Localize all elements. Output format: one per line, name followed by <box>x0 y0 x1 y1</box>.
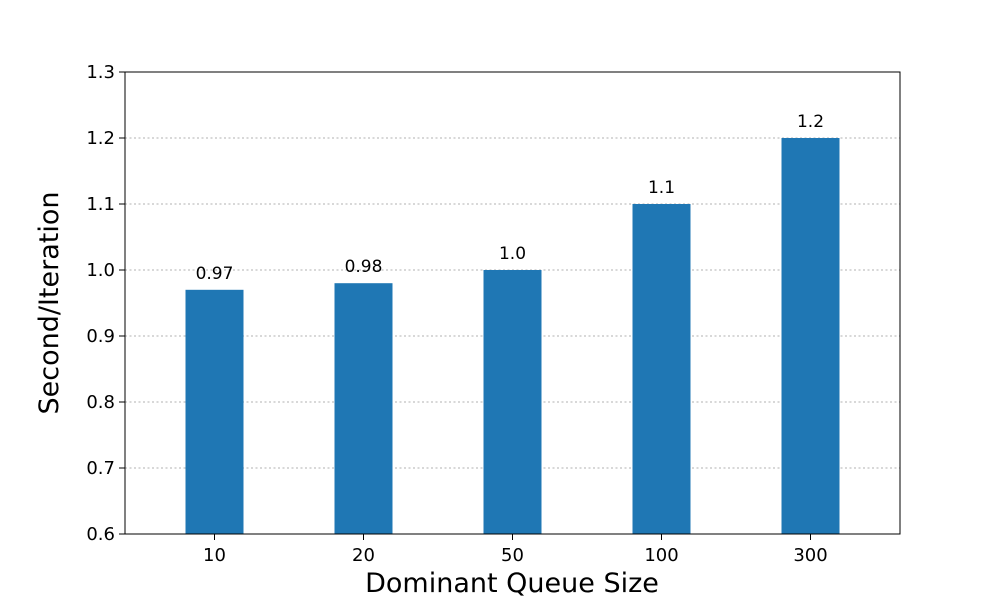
bar-value-label: 0.98 <box>345 257 383 277</box>
y-axis-ticks: 0.6 0.7 0.8 0.9 1.0 1.1 1.2 1.3 <box>86 62 125 545</box>
y-tick-label: 0.6 <box>86 524 115 545</box>
x-axis-ticks: 10 20 50 100 300 <box>203 534 828 566</box>
x-tick-label: 300 <box>793 545 827 566</box>
y-tick-label: 1.0 <box>86 260 115 281</box>
bar-value-label: 0.97 <box>196 264 234 284</box>
y-tick-label: 0.7 <box>86 458 115 479</box>
bar-value-label: 1.1 <box>648 178 675 198</box>
bars <box>185 138 840 534</box>
data-labels: 0.97 0.98 1.0 1.1 1.2 <box>196 112 824 284</box>
x-tick-label: 10 <box>203 545 226 566</box>
y-tick-label: 0.9 <box>86 326 115 347</box>
x-axis-title: Dominant Queue Size <box>365 568 659 599</box>
y-axis-title: Second/Iteration <box>34 192 65 415</box>
x-tick-label: 50 <box>501 545 524 566</box>
bar <box>483 270 542 534</box>
bar <box>632 204 691 534</box>
y-tick-label: 1.3 <box>86 62 115 83</box>
bar-value-label: 1.2 <box>797 112 824 132</box>
bar <box>185 289 244 534</box>
bar-value-label: 1.0 <box>499 244 526 264</box>
x-tick-label: 20 <box>352 545 375 566</box>
bar <box>781 138 840 534</box>
y-tick-label: 1.1 <box>86 194 115 215</box>
bar <box>334 283 393 534</box>
y-tick-label: 1.2 <box>86 128 115 149</box>
y-tick-label: 0.8 <box>86 392 115 413</box>
x-tick-label: 100 <box>644 545 678 566</box>
